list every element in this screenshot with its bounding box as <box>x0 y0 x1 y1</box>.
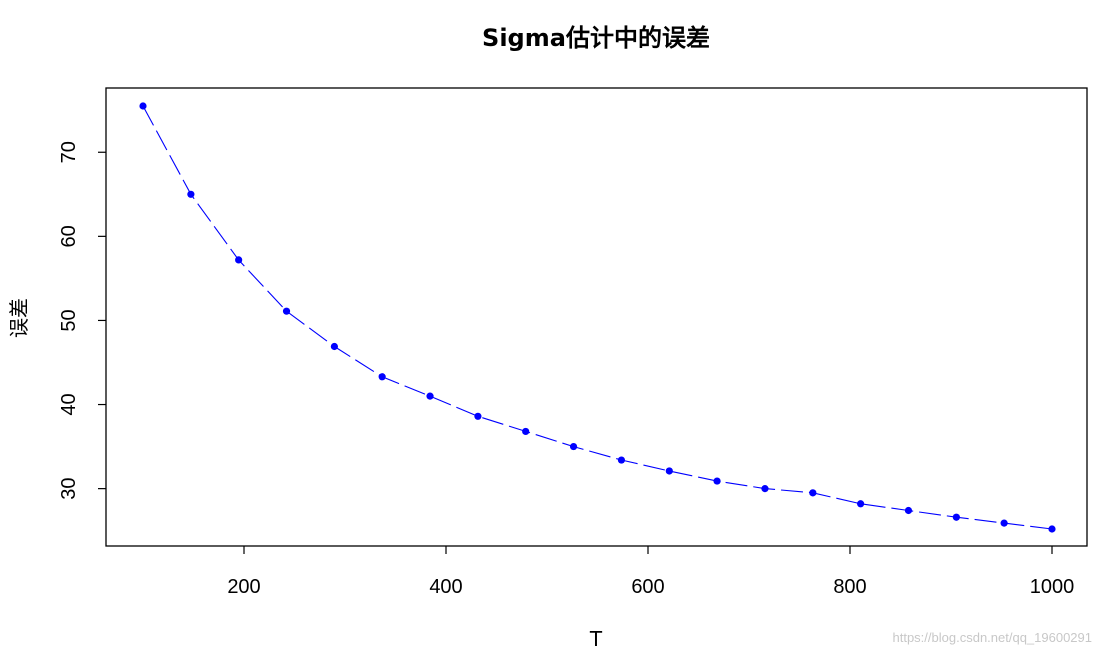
data-point <box>426 392 434 400</box>
y-tick-label: 70 <box>58 141 80 163</box>
y-tick-label: 40 <box>58 393 80 415</box>
x-axis-label: T <box>589 627 603 651</box>
data-point <box>665 467 673 475</box>
y-tick-label: 60 <box>58 225 80 247</box>
watermark: https://blog.csdn.net/qq_19600291 <box>893 630 1093 645</box>
y-axis-label: 误差 <box>7 298 31 338</box>
data-point <box>330 342 338 351</box>
x-axis: 200 400 600 800 1000 <box>227 546 1074 598</box>
data-point <box>952 513 960 521</box>
data-point <box>1000 519 1008 527</box>
x-tick-label: 1000 <box>1030 576 1075 598</box>
data-point <box>139 102 147 110</box>
data-point <box>522 427 530 436</box>
data-point <box>187 190 195 198</box>
chart-title: Sigma估计中的误差 <box>482 24 710 52</box>
x-tick-label: 400 <box>429 576 462 598</box>
y-axis: 30 40 50 60 70 <box>58 141 106 500</box>
data-point <box>857 500 865 508</box>
data-point <box>474 412 482 420</box>
data-point <box>1048 525 1056 533</box>
data-point <box>761 485 769 493</box>
y-tick-label: 30 <box>58 478 80 500</box>
plot-frame <box>105 87 1088 547</box>
x-tick-label: 600 <box>631 576 664 598</box>
series-line <box>142 105 1053 530</box>
data-point <box>569 442 578 451</box>
x-tick-label: 800 <box>833 576 866 598</box>
data-point <box>378 373 386 381</box>
data-point <box>617 456 626 464</box>
y-tick-label: 50 <box>58 309 80 331</box>
data-point <box>282 307 291 315</box>
data-point <box>904 506 913 515</box>
data-point <box>713 477 721 485</box>
data-point <box>809 489 817 497</box>
data-point <box>235 256 243 264</box>
x-tick-label: 200 <box>227 576 260 598</box>
plot-area <box>139 102 1056 533</box>
